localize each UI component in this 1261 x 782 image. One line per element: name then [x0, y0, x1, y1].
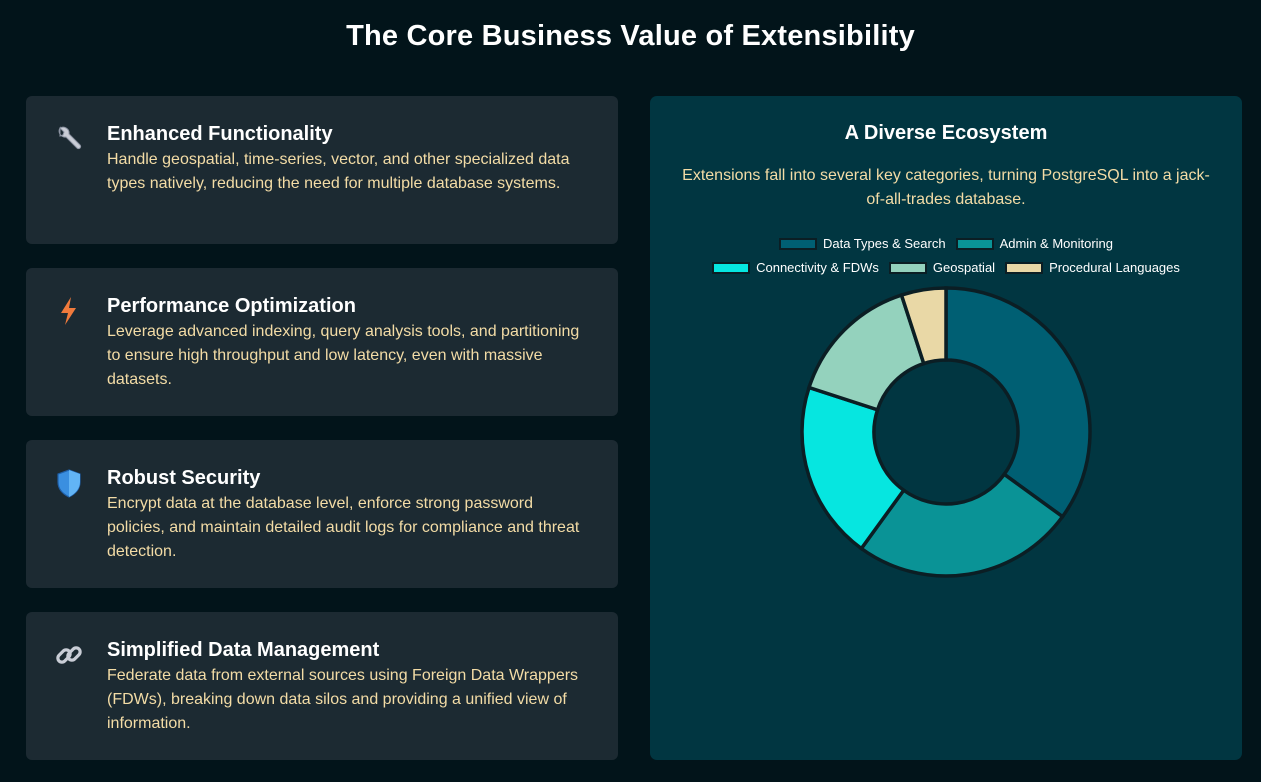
- legend-label: Admin & Monitoring: [999, 236, 1114, 251]
- lightning-icon: [54, 296, 84, 326]
- legend-label: Data Types & Search: [822, 236, 946, 251]
- page-title: The Core Business Value of Extensibility: [346, 20, 915, 52]
- legend-item[interactable]: Geospatial: [888, 260, 996, 275]
- legend-item[interactable]: Data Types & Search: [778, 236, 946, 251]
- donut-slice-data-types-search[interactable]: [944, 286, 1092, 520]
- donut-slice-connectivity-fdws[interactable]: [800, 385, 907, 551]
- legend-item[interactable]: Connectivity & FDWs: [712, 260, 879, 275]
- card-title: Performance Optimization: [107, 295, 356, 317]
- feature-card-performance-optimization: Performance Optimization Leverage advanc…: [26, 268, 618, 416]
- chart-legend-row-2: Connectivity & FDWs Geospatial Procedura…: [650, 260, 1242, 275]
- chart-legend-row-1: Data Types & Search Admin & Monitoring: [650, 236, 1242, 251]
- legend-swatch: [888, 261, 927, 274]
- legend-label: Procedural Languages: [1049, 260, 1180, 275]
- card-title: Enhanced Functionality: [107, 123, 333, 145]
- legend-swatch: [778, 237, 817, 250]
- donut-slice-admin-monitoring[interactable]: [858, 471, 1065, 578]
- legend-item[interactable]: Admin & Monitoring: [955, 236, 1114, 251]
- link-icon: [54, 640, 84, 670]
- feature-card-simplified-data-management: Simplified Data Management Federate data…: [26, 612, 618, 760]
- feature-card-robust-security: Robust Security Encrypt data at the data…: [26, 440, 618, 588]
- card-description: Handle geospatial, time-series, vector, …: [107, 151, 570, 192]
- card-title: Robust Security: [107, 467, 261, 489]
- panel-description: Extensions fall into several key categor…: [682, 167, 1210, 208]
- donut-slice-procedural-languages[interactable]: [899, 286, 948, 366]
- wrench-icon: [54, 124, 84, 154]
- panel-title: A Diverse Ecosystem: [844, 122, 1048, 144]
- legend-swatch: [712, 261, 751, 274]
- shield-icon: [54, 468, 84, 498]
- card-title: Simplified Data Management: [107, 639, 380, 661]
- legend-swatch: [1005, 261, 1044, 274]
- card-description: Federate data from external sources usin…: [107, 667, 579, 732]
- legend-item[interactable]: Procedural Languages: [1005, 260, 1180, 275]
- legend-label: Connectivity & FDWs: [756, 260, 879, 275]
- card-description: Leverage advanced indexing, query analys…: [107, 323, 580, 388]
- legend-swatch: [955, 237, 994, 250]
- feature-card-enhanced-functionality: Enhanced Functionality Handle geospatial…: [26, 96, 618, 244]
- ecosystem-panel: A Diverse Ecosystem Extensions fall into…: [650, 96, 1242, 760]
- doughnut-chart: [800, 286, 1092, 578]
- legend-label: Geospatial: [932, 260, 996, 275]
- card-description: Encrypt data at the database level, enfo…: [107, 495, 580, 560]
